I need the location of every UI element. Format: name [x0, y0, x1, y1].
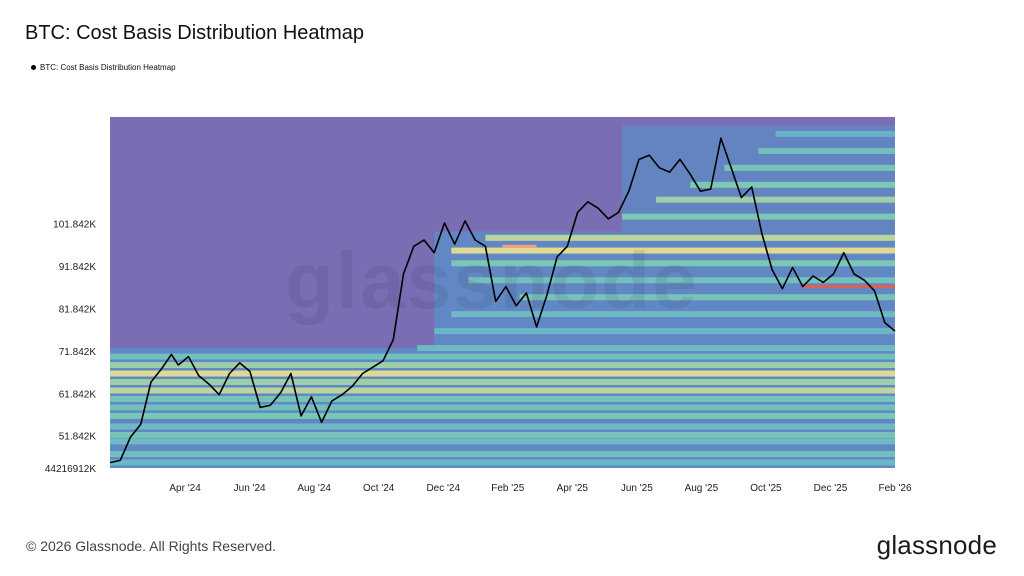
brand-logo: glassnode	[876, 530, 997, 560]
heat-band	[110, 412, 895, 419]
x-tick-label: Oct '25	[750, 483, 782, 494]
heat-band	[434, 328, 895, 335]
x-tick-label: Oct '24	[363, 483, 395, 494]
x-tick-label: Apr '25	[557, 483, 589, 494]
heat-band	[775, 130, 895, 137]
heat-band	[724, 164, 895, 171]
x-tick-label: Feb '26	[878, 483, 911, 494]
heat-band	[110, 404, 895, 411]
legend-label: BTC: Cost Basis Distribution Heatmap	[40, 63, 176, 72]
heat-band	[656, 196, 895, 203]
heat-band	[451, 311, 895, 318]
heat-band	[468, 277, 895, 284]
hot-cost-basis-line	[802, 285, 895, 289]
x-tick-label: Feb '25	[491, 483, 524, 494]
heat-band	[417, 345, 895, 352]
y-tick-label: 51.842K	[59, 432, 97, 443]
heat-band	[519, 294, 895, 301]
heat-band	[451, 247, 895, 254]
heat-band	[110, 370, 895, 377]
heat-band	[110, 459, 895, 466]
x-tick-label: Jun '24	[234, 483, 266, 494]
y-tick-label: 61.842K	[59, 389, 97, 400]
heat-band	[451, 260, 895, 267]
heat-band	[110, 451, 895, 458]
y-tick-label: 101.842K	[53, 220, 96, 231]
heat-band	[110, 438, 895, 445]
heat-band	[110, 353, 895, 360]
y-tick-label: 91.842K	[59, 262, 97, 273]
x-tick-label: Dec '25	[814, 483, 848, 494]
heat-band	[110, 387, 895, 394]
heat-band	[110, 362, 895, 369]
x-tick-label: Aug '24	[297, 483, 331, 494]
legend[interactable]: BTC: Cost Basis Distribution Heatmap	[31, 63, 176, 72]
x-tick-label: Aug '25	[685, 483, 719, 494]
heat-band	[110, 379, 895, 386]
x-tick-label: Dec '24	[426, 483, 460, 494]
hot-cost-basis-line	[502, 244, 537, 248]
heat-band	[110, 423, 895, 430]
x-tick-label: Jun '25	[621, 483, 653, 494]
heat-band	[485, 234, 895, 241]
heat-band	[758, 147, 895, 154]
heat-band	[110, 432, 895, 439]
y-tick-label: 71.842K	[59, 347, 97, 358]
y-tick-label: 81.842K	[59, 304, 97, 315]
copyright-footer: © 2026 Glassnode. All Rights Reserved.	[26, 538, 277, 554]
x-tick-label: Apr '24	[169, 483, 201, 494]
legend-marker-icon	[31, 65, 36, 70]
chart-title: BTC: Cost Basis Distribution Heatmap	[25, 22, 365, 44]
heat-band	[110, 395, 895, 402]
y-tick-label: 44216912K	[45, 464, 96, 475]
heat-band	[690, 181, 895, 188]
price-line	[109, 137, 896, 464]
